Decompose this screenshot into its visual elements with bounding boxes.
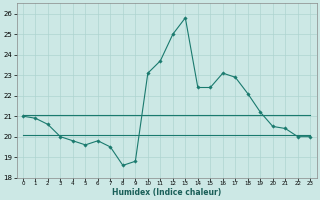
X-axis label: Humidex (Indice chaleur): Humidex (Indice chaleur)	[112, 188, 221, 197]
